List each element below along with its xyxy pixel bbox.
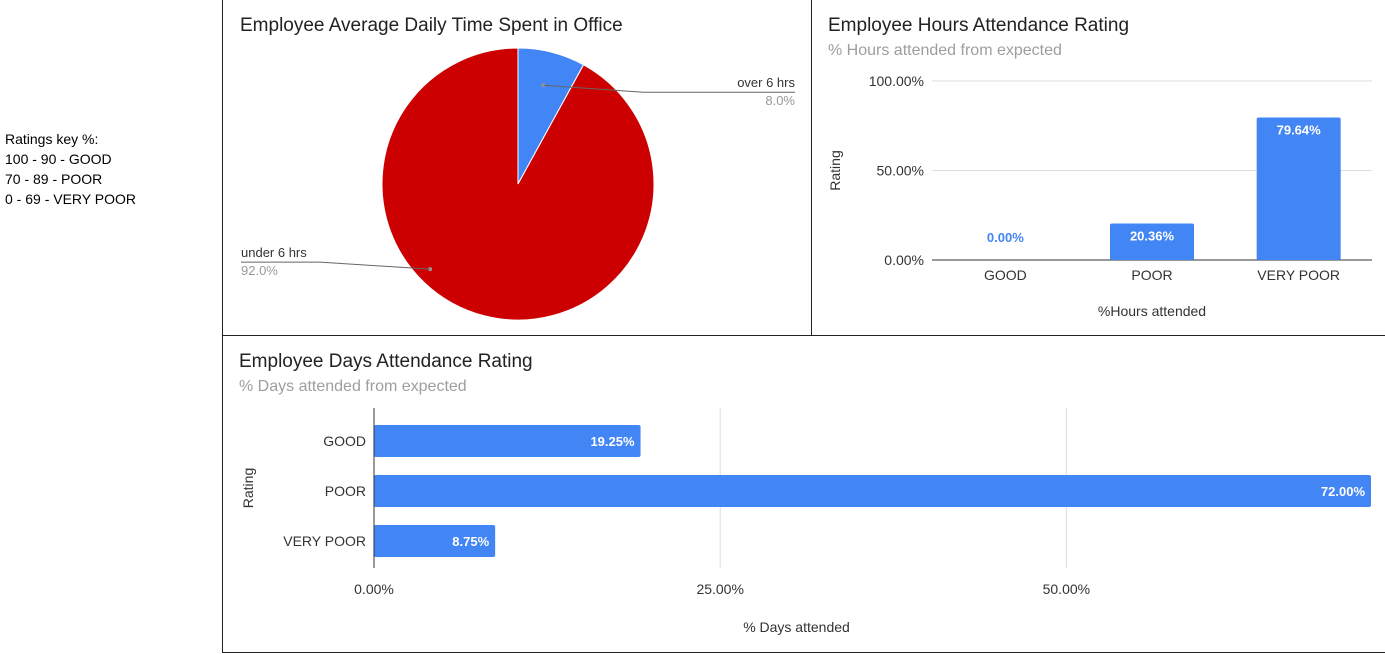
ratings-key-line: 0 - 69 - VERY POOR bbox=[5, 191, 136, 207]
x-tick-label: 25.00% bbox=[696, 581, 743, 597]
y-tick-label: VERY POOR bbox=[283, 533, 366, 549]
y-tick-label: 50.00% bbox=[877, 163, 924, 179]
x-tick-label: 50.00% bbox=[1043, 581, 1090, 597]
data-label: 8.75% bbox=[452, 534, 489, 549]
y-axis-label: Rating bbox=[240, 468, 256, 508]
hours-bar-chart[interactable]: 0.00% 50.00% 100.00% 0.00% GOOD 20.36% POOR 79.… bbox=[812, 0, 1385, 337]
chart-subtitle: % Days attended from expected bbox=[239, 378, 467, 395]
x-tick-label: VERY POOR bbox=[1257, 267, 1340, 283]
hours-chart-panel[interactable]: Employee Hours Attendance Rating % Hours… bbox=[811, 0, 1385, 336]
y-tick-label: GOOD bbox=[323, 433, 366, 449]
chart-title: Employee Days Attendance Rating bbox=[239, 351, 533, 372]
y-axis-label: Rating bbox=[827, 150, 843, 190]
x-axis-label: % Days attended bbox=[743, 619, 850, 635]
chart-title: Employee Average Daily Time Spent in Off… bbox=[240, 15, 623, 36]
x-axis-label: %Hours attended bbox=[1098, 303, 1206, 319]
slice-label: over 6 hrs bbox=[737, 75, 795, 90]
bar bbox=[374, 525, 496, 557]
data-label: 19.25% bbox=[590, 434, 635, 449]
x-tick-label: POOR bbox=[1131, 267, 1172, 283]
data-label: 79.64% bbox=[1277, 122, 1322, 137]
x-tick-label: 0.00% bbox=[354, 581, 394, 597]
y-tick-label: 0.00% bbox=[884, 252, 924, 268]
data-label: 20.36% bbox=[1130, 229, 1175, 244]
bar bbox=[374, 475, 1371, 507]
pie-chart[interactable]: over 6 hrs 8.0% under 6 hrs 92.0% bbox=[223, 0, 814, 337]
slice-label: under 6 hrs bbox=[241, 245, 307, 260]
chart-title: Employee Hours Attendance Rating bbox=[828, 15, 1130, 36]
ratings-key: Ratings key %: 100 - 90 - GOOD 70 - 89 -… bbox=[5, 129, 136, 209]
data-label: 0.00% bbox=[987, 230, 1024, 245]
pie-chart-panel[interactable]: Employee Average Daily Time Spent in Off… bbox=[222, 0, 813, 336]
y-tick-label: POOR bbox=[325, 483, 366, 499]
callout-dot bbox=[541, 83, 546, 88]
callout-line bbox=[543, 84, 795, 93]
y-tick-label: 100.00% bbox=[869, 73, 924, 89]
bar bbox=[374, 425, 641, 457]
pie-slice bbox=[381, 47, 655, 321]
slice-value-label: 92.0% bbox=[241, 263, 278, 278]
chart-subtitle: % Hours attended from expected bbox=[828, 42, 1062, 59]
x-tick-label: GOOD bbox=[984, 267, 1027, 283]
bar bbox=[1256, 117, 1341, 260]
ratings-key-line: 100 - 90 - GOOD bbox=[5, 151, 112, 167]
slice-value-label: 8.0% bbox=[765, 93, 795, 108]
days-bar-chart[interactable]: 0.00% 25.00% 50.00% 19.25% GOOD 72.00% POOR 8.7… bbox=[223, 336, 1385, 654]
ratings-key-heading: Ratings key %: bbox=[5, 131, 99, 147]
data-label: 72.00% bbox=[1321, 484, 1366, 499]
callout-line bbox=[241, 261, 431, 270]
ratings-key-line: 70 - 89 - POOR bbox=[5, 171, 103, 187]
bar bbox=[1110, 223, 1194, 260]
days-chart-panel[interactable]: Employee Days Attendance Rating % Days a… bbox=[222, 335, 1385, 653]
